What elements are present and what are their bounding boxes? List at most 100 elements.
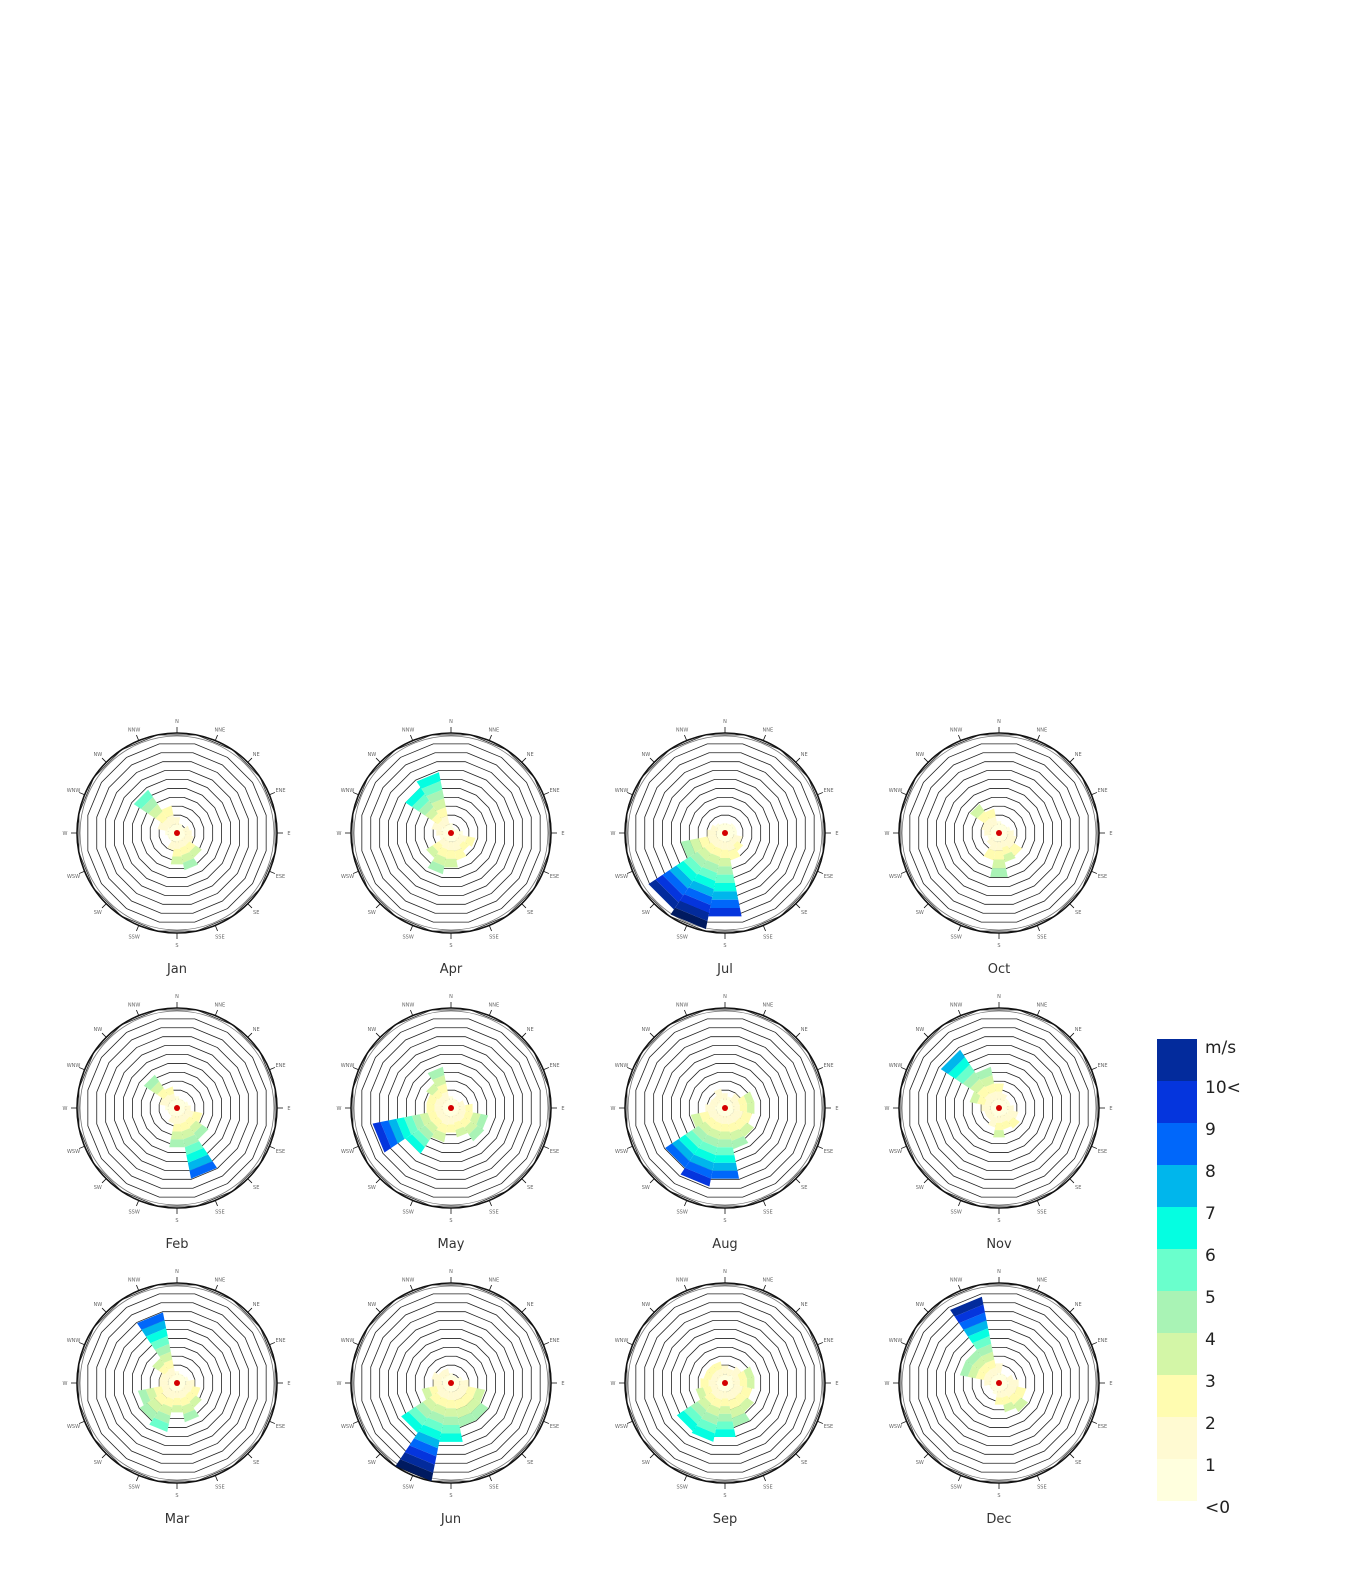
direction-label-ssw: SSW [128, 934, 139, 940]
wedge-se-band-2 [1008, 1392, 1021, 1405]
direction-label-ne: NE [801, 752, 808, 758]
wedge-se-band-2 [734, 1392, 747, 1405]
wedge-ssw-band-9 [680, 1167, 711, 1187]
grid-ring [114, 1320, 240, 1446]
direction-label-n: N [723, 994, 727, 1000]
wind-wedges [940, 1049, 1020, 1138]
legend-swatch [1157, 1459, 1197, 1501]
direction-tick [762, 1284, 766, 1291]
wedge-nnw-band-5 [150, 1335, 170, 1350]
direction-label-nw: NW [93, 1027, 102, 1033]
wedge-nw-band-4 [418, 800, 434, 816]
direction-label-nw: NW [915, 1302, 924, 1308]
direction-label-sse: SSE [763, 1209, 773, 1215]
wedge-sw-band-3 [697, 846, 712, 861]
wedge-s-band-4 [990, 868, 1008, 878]
direction-tick [521, 1178, 527, 1184]
wedge-s-band-8 [710, 1170, 740, 1179]
direction-label-ese: ESE [276, 1149, 286, 1155]
direction-label-nne: NNE [763, 728, 774, 734]
wedge-nw-band-5 [133, 789, 153, 809]
wedge-se-band-3 [464, 1121, 478, 1135]
grid-ring [388, 1045, 514, 1171]
wedge-ssw-band-3 [707, 1127, 721, 1140]
direction-label-w: W [611, 1106, 616, 1112]
direction-label-sw: SW [916, 1460, 924, 1466]
wedge-ese-band-2 [740, 1386, 753, 1399]
direction-tick [958, 1009, 962, 1016]
direction-label-sw: SW [642, 1460, 650, 1466]
direction-tick [817, 870, 824, 874]
direction-tick [1036, 1200, 1040, 1207]
wedge-nnw-band-7 [141, 1320, 167, 1337]
wedge-n-band-0 [448, 1096, 454, 1108]
wedge-sse-band-3 [181, 1402, 195, 1415]
direction-label-e: E [561, 831, 564, 837]
wedge-s-band-0 [723, 1383, 727, 1391]
wedge-sw-band-1 [436, 1387, 447, 1398]
wedge-s-band-1 [721, 1115, 729, 1124]
wedge-n-band-1 [173, 817, 181, 826]
wedge-wsw-band-1 [436, 1384, 445, 1392]
direction-tick [214, 1284, 218, 1291]
wedge-sw-band-2 [429, 1392, 442, 1405]
wedge-nw-band-2 [157, 1088, 169, 1100]
direction-label-s: S [723, 1493, 726, 1499]
wedge-ene-band-2 [737, 1095, 748, 1106]
wedge-sw-band-4 [690, 1401, 707, 1418]
wedge-nw-band-1 [437, 819, 447, 829]
direction-label-e: E [1109, 1381, 1112, 1387]
wedge-s-band-3 [718, 1406, 732, 1414]
direction-label-nw: NW [915, 752, 924, 758]
wedge-ssw-band-3 [431, 1129, 446, 1143]
wedge-sw-band-5 [685, 1130, 703, 1148]
wedge-se-band-1 [456, 1388, 466, 1398]
direction-tick [543, 1067, 550, 1071]
wedge-e-band-0 [999, 1381, 1009, 1385]
direction-label-nne: NNE [215, 1278, 226, 1284]
direction-label-ene: ENE [549, 1063, 559, 1069]
wedge-nw-band-3 [424, 806, 438, 820]
wedge-nw-band-5 [955, 1064, 975, 1084]
wedge-s-band-1 [996, 1390, 1002, 1398]
direction-tick [543, 1342, 550, 1346]
direction-label-n: N [175, 994, 179, 1000]
direction-label-sw: SW [94, 1460, 102, 1466]
wedge-s-band-1 [174, 1390, 180, 1398]
wedge-sse-band-1 [452, 840, 462, 852]
wedge-ese-band-1 [732, 1109, 744, 1119]
wedge-wnw-band-1 [983, 1374, 993, 1382]
wedge-se-band-1 [455, 1112, 465, 1122]
direction-label-ene: ENE [1097, 1063, 1107, 1069]
month-label: Jan [166, 962, 187, 977]
direction-label-nne: NNE [215, 728, 226, 734]
center-mark [722, 1380, 728, 1386]
wedge-ssw-band-6 [418, 1424, 442, 1441]
wedge-s-band-0 [449, 833, 453, 842]
wedge-se-band-3 [739, 1122, 755, 1138]
wedge-sw-band-6 [678, 1134, 699, 1155]
direction-tick [923, 757, 929, 763]
direction-label-ese: ESE [1098, 1424, 1108, 1430]
direction-label-se: SE [253, 1185, 259, 1191]
wedge-n-band-0 [174, 1096, 180, 1108]
wedge-wsw-band-2 [702, 1385, 713, 1396]
wedge-se-band-1 [729, 1112, 740, 1123]
wedge-sw-band-6 [676, 1410, 698, 1432]
direction-label-se: SE [253, 1460, 259, 1466]
direction-tick [649, 1178, 655, 1184]
direction-label-wsw: WSW [889, 874, 902, 880]
wedge-s-band-0 [175, 1383, 179, 1391]
direction-tick [1036, 1284, 1040, 1291]
wedge-s-band-5 [440, 1425, 462, 1434]
grid-ring [397, 1054, 505, 1162]
wedge-se-band-4 [468, 1125, 485, 1142]
direction-label-ese: ESE [824, 1424, 834, 1430]
direction-tick [923, 903, 929, 909]
direction-label-ssw: SSW [402, 1209, 413, 1215]
month-label: Aug [712, 1237, 737, 1252]
wedge-s-band-4 [717, 1413, 733, 1422]
wedge-nw-band-0 [715, 823, 725, 833]
direction-tick [684, 1009, 688, 1016]
grid-ring [635, 1293, 815, 1473]
